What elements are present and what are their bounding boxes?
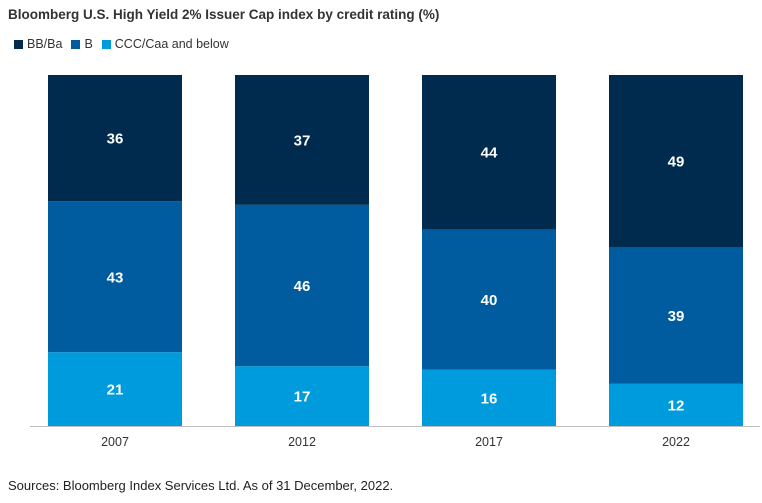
source-note: Sources: Bloomberg Index Services Ltd. A… xyxy=(8,478,394,493)
x-tick-label-2022: 2022 xyxy=(662,435,690,449)
data-label-bb-2017: 44 xyxy=(481,145,498,162)
x-tick-label-2017: 2017 xyxy=(475,435,503,449)
legend-item-bb: BB/Ba xyxy=(14,37,62,51)
legend-label-b: B xyxy=(84,37,93,51)
bar-bb-2022 xyxy=(609,75,743,247)
bar-ccc-2007 xyxy=(48,352,182,426)
data-label-ccc-2012: 17 xyxy=(294,389,311,406)
chart-title: Bloomberg U.S. High Yield 2% Issuer Cap … xyxy=(8,7,440,22)
data-label-b-2012: 46 xyxy=(294,278,311,295)
bar-ccc-2022 xyxy=(609,383,743,426)
bar-ccc-2012 xyxy=(235,366,369,426)
chart-legend: BB/Ba B CCC/Caa and below xyxy=(14,37,238,51)
bar-bb-2017 xyxy=(422,75,556,230)
bar-bb-2007 xyxy=(48,75,182,202)
bar-b-2007 xyxy=(48,201,182,353)
x-tick-label-2007: 2007 xyxy=(101,435,129,449)
data-label-ccc-2022: 12 xyxy=(668,397,685,414)
data-label-bb-2012: 37 xyxy=(294,132,311,149)
x-tick-label-2012: 2012 xyxy=(288,435,316,449)
stacked-bar-chart: 36 43 21 2007 37 46 17 2012 44 40 16 2017 49 39 12 2022 xyxy=(30,75,760,449)
data-label-ccc-2017: 16 xyxy=(481,390,498,407)
bar-ccc-2017 xyxy=(422,369,556,426)
data-label-ccc-2007: 21 xyxy=(107,382,124,399)
legend-swatch-bb xyxy=(14,39,23,49)
legend-swatch-b xyxy=(71,39,81,49)
data-label-b-2007: 43 xyxy=(107,269,124,286)
data-label-bb-2022: 49 xyxy=(668,153,685,170)
legend-item-ccc: CCC/Caa and below xyxy=(101,37,229,51)
bar-b-2017 xyxy=(422,229,556,370)
legend-item-b: B xyxy=(71,37,93,51)
bar-bb-2012 xyxy=(235,75,369,205)
legend-label-ccc: CCC/Caa and below xyxy=(114,37,229,51)
data-label-b-2022: 39 xyxy=(668,308,685,325)
bar-b-2012 xyxy=(235,204,369,367)
legend-label-bb: BB/Ba xyxy=(27,37,63,51)
data-label-bb-2007: 36 xyxy=(107,131,124,148)
legend-swatch-ccc xyxy=(101,39,111,49)
data-label-b-2017: 40 xyxy=(481,292,498,309)
bar-b-2022 xyxy=(609,246,743,384)
